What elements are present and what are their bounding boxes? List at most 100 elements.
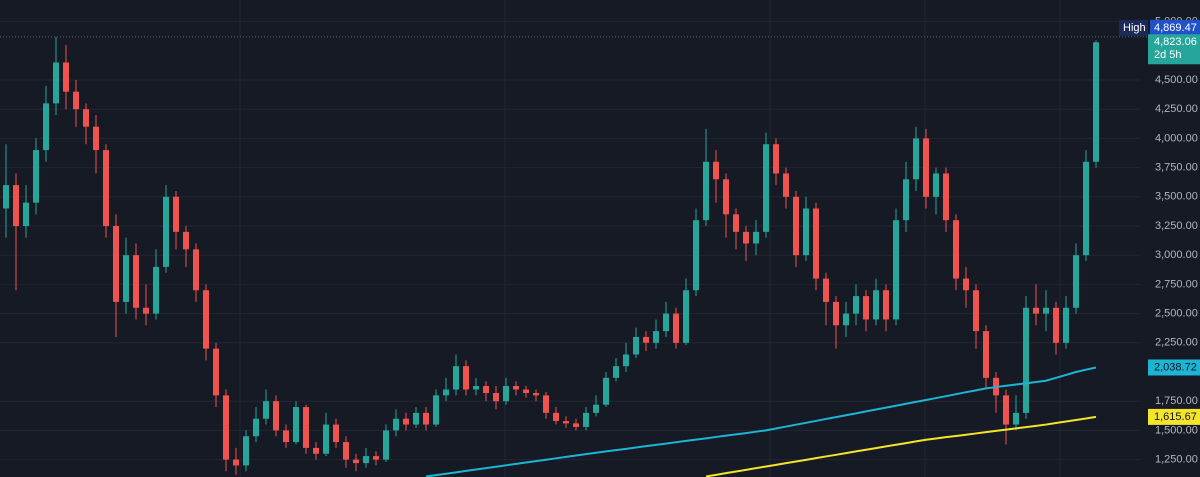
candle-body <box>603 377 609 405</box>
candle-body <box>453 366 459 390</box>
candle-body <box>593 404 599 413</box>
candle-body <box>673 313 679 343</box>
candle-body <box>333 424 339 443</box>
y-tick-label: 3,500.00 <box>1155 191 1198 203</box>
candle-body <box>3 185 9 209</box>
candle-body <box>313 447 319 454</box>
candle-body <box>1013 412 1019 425</box>
candle-body <box>23 202 29 227</box>
candle-body <box>253 418 259 437</box>
candle-body <box>553 412 559 422</box>
candle-body <box>53 62 59 104</box>
candle-body <box>1003 395 1009 425</box>
candle-body <box>1053 307 1059 343</box>
candle-body <box>763 144 769 232</box>
y-tick-label: 4,000.00 <box>1155 132 1198 144</box>
candle-body <box>743 231 749 244</box>
y-tick-label: 1,250.00 <box>1155 454 1198 466</box>
candle-body <box>1033 307 1039 314</box>
price-label-name: High <box>1123 22 1146 34</box>
y-tick-label: 1,750.00 <box>1155 395 1198 407</box>
candle-body <box>933 173 939 197</box>
candle-body <box>353 459 359 464</box>
candle-body <box>863 296 869 320</box>
candle-body <box>633 336 639 355</box>
candle-body <box>683 290 689 343</box>
candle-body <box>123 255 129 302</box>
candle-body <box>983 331 989 378</box>
y-tick-label: 4,500.00 <box>1155 74 1198 86</box>
candle-body <box>93 126 99 151</box>
candle-body <box>83 109 89 127</box>
candle-body <box>643 336 649 343</box>
candle-body <box>403 418 409 425</box>
price-label: 2,038.72 <box>1154 361 1197 373</box>
price-label-box <box>1148 34 1200 65</box>
candle-body <box>473 386 479 390</box>
candle-body <box>573 423 579 427</box>
candle-body <box>13 185 19 227</box>
price-label-box <box>1150 19 1200 36</box>
candle-body <box>193 249 199 291</box>
candle-body <box>443 389 449 396</box>
price-label: 4,869.47 <box>1154 22 1197 34</box>
moving-average-line <box>425 366 1097 477</box>
candle-body <box>1023 307 1029 413</box>
candle-body <box>903 179 909 221</box>
candle-body <box>63 62 69 92</box>
price-label-name-box <box>1119 19 1148 36</box>
candle-body <box>733 214 739 232</box>
candle-body <box>183 231 189 250</box>
candle-body <box>613 366 619 378</box>
candle-body <box>713 161 719 180</box>
candle-body <box>303 407 309 448</box>
y-tick-label: 2,750.00 <box>1155 278 1198 290</box>
candle-body <box>833 301 839 326</box>
candle-body <box>703 161 709 221</box>
price-label: 1,615.67 <box>1154 411 1197 423</box>
candle-body <box>753 231 759 244</box>
candle-body <box>33 150 39 203</box>
y-tick-label: 2,250.00 <box>1155 337 1198 349</box>
candle-body <box>973 290 979 332</box>
candle-body <box>503 386 509 402</box>
candle-body <box>1073 255 1079 308</box>
candle-body <box>343 442 349 460</box>
candle-body <box>1063 307 1069 343</box>
candle-body <box>113 226 119 302</box>
candle-body <box>1093 42 1099 162</box>
candle-body <box>153 266 159 314</box>
candle-body <box>363 456 369 464</box>
candle-body <box>233 459 239 466</box>
candle-body <box>143 307 149 314</box>
candle-body <box>843 313 849 326</box>
y-tick-label: 4,250.00 <box>1155 103 1198 115</box>
candle-body <box>163 196 169 267</box>
candle-body <box>433 395 439 425</box>
candle-body <box>793 196 799 256</box>
candle-body <box>43 103 49 151</box>
candle-body <box>783 173 789 197</box>
candle-body <box>823 278 829 302</box>
candle-body <box>413 412 419 425</box>
y-tick-label: 1,500.00 <box>1155 424 1198 436</box>
candle-body <box>213 348 219 396</box>
y-tick-label: 3,250.00 <box>1155 220 1198 232</box>
candle-body <box>653 331 659 343</box>
candle-body <box>893 220 899 320</box>
candle-body <box>853 296 859 314</box>
candle-body <box>223 395 229 460</box>
candle-body <box>133 255 139 308</box>
candle-body <box>243 436 249 466</box>
candle-body <box>103 150 109 227</box>
candle-body <box>323 424 329 454</box>
candle-body <box>873 290 879 320</box>
candle-body <box>663 313 669 332</box>
candle-body <box>1083 161 1089 256</box>
candle-body <box>283 430 289 443</box>
candle-body <box>773 144 779 174</box>
candle-body <box>173 196 179 232</box>
